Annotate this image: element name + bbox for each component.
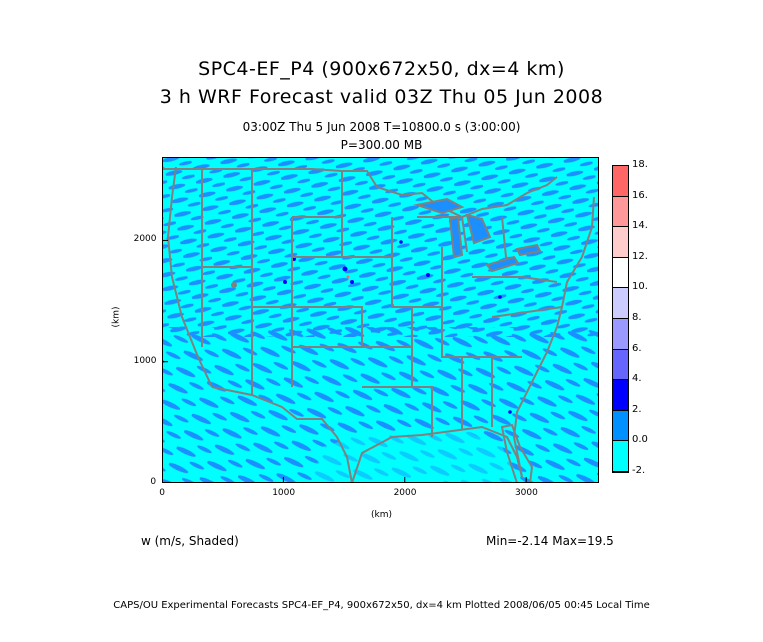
great-lakes xyxy=(413,197,542,273)
colorbar-label: -2. xyxy=(632,465,646,476)
colorbar-segment xyxy=(613,441,628,472)
colorbar-segment xyxy=(613,257,628,289)
x-tick-label: 1000 xyxy=(272,488,296,498)
pressure-level-subtitle: P=300.00 MB xyxy=(340,138,423,152)
colorbar-segment xyxy=(613,349,628,381)
colorbar-segment xyxy=(613,380,628,411)
colorbar-segment xyxy=(613,227,628,258)
colorbar-label: 6. xyxy=(632,342,642,354)
forecast-title: 3 h WRF Forecast valid 03Z Thu 05 Jun 20… xyxy=(159,86,604,108)
valid-time-subtitle: 03:00Z Thu 5 Jun 2008 T=10800.0 s (3:00:… xyxy=(242,120,521,134)
colorbar-label: 14. xyxy=(632,220,648,232)
political-boundaries xyxy=(162,166,595,484)
colorbar-label: 0.0 xyxy=(632,434,648,446)
colorbar-segment xyxy=(613,166,628,197)
plot-title: SPC4-EF_P4 (900x672x50, dx=4 km) xyxy=(198,58,565,80)
map-plot-area xyxy=(162,157,599,484)
gulf-of-mexico xyxy=(312,429,522,483)
axes-frame xyxy=(162,157,599,483)
colorbar-label: 8. xyxy=(632,312,642,323)
colorbar-label: 18. xyxy=(632,159,648,170)
colorbar-segment xyxy=(613,196,628,228)
y-tick-label: 2000 xyxy=(133,234,157,245)
variable-label: w (m/s, Shaded) xyxy=(141,534,239,548)
x-tick-label: 2000 xyxy=(393,488,417,498)
min-max-label: Min=-2.14 Max=19.5 xyxy=(486,534,614,548)
y-tick-label: 0 xyxy=(150,477,157,487)
colorbar-segment xyxy=(613,410,628,442)
forecast-map xyxy=(162,157,599,484)
colorbar-label: 10. xyxy=(632,281,648,293)
colorbar-label: 12. xyxy=(632,250,648,262)
footer-credit: CAPS/OU Experimental Forecasts SPC4-EF_P… xyxy=(113,600,650,611)
colorbar-segment xyxy=(613,288,628,319)
x-tick-label: 3000 xyxy=(514,488,538,498)
great-salt-lake xyxy=(231,282,237,288)
colorbar-segment xyxy=(613,319,628,350)
colorbar-label: 16. xyxy=(632,189,648,201)
y-tick-label: 1000 xyxy=(133,355,157,366)
x-axis-label: (km) xyxy=(371,510,393,520)
florida-coast xyxy=(500,423,534,484)
colorbar-label: 2. xyxy=(632,403,642,415)
x-tick-label: 0 xyxy=(159,488,165,498)
y-axis-label: (km) xyxy=(111,306,122,328)
colorbar xyxy=(612,165,629,473)
colorbar-label: 4. xyxy=(632,373,642,385)
